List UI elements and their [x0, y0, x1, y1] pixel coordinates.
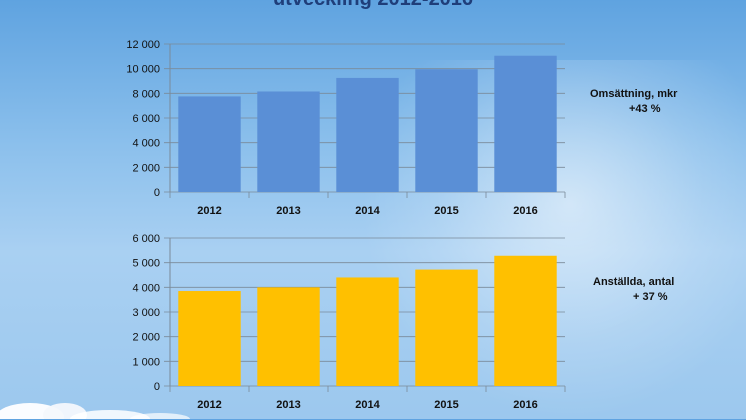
revenue-annotation-label: Omsättning, mkr	[590, 88, 678, 100]
bar-2013	[257, 91, 320, 192]
y-tick-label: 3 000	[132, 307, 160, 319]
x-category-label: 2016	[513, 399, 537, 411]
y-tick-label: 4 000	[132, 282, 160, 294]
y-tick-label: 0	[154, 187, 160, 199]
revenue-annotation: Omsättning, mkr +43 %	[590, 87, 677, 117]
employees-annotation-label: Anställda, antal	[593, 276, 675, 288]
x-category-label: 2015	[434, 399, 458, 411]
bar-2012	[178, 291, 241, 386]
y-tick-label: 8 000	[132, 88, 160, 100]
employees-annotation: Anställda, antal + 37 %	[593, 275, 674, 305]
bar-2013	[257, 287, 320, 386]
y-tick-label: 0	[154, 381, 160, 393]
y-tick-label: 5 000	[132, 258, 160, 270]
bar-2015	[415, 269, 478, 386]
bar-2012	[178, 96, 241, 192]
x-category-label: 2015	[434, 205, 458, 217]
x-category-label: 2016	[513, 205, 537, 217]
x-category-label: 2013	[276, 205, 300, 217]
x-category-label: 2012	[197, 399, 221, 411]
y-tick-label: 12 000	[126, 39, 160, 51]
page-title: utveckling 2012-2016	[0, 0, 746, 11]
bar-2016	[494, 255, 557, 386]
x-category-label: 2012	[197, 205, 221, 217]
bar-2014	[336, 77, 399, 192]
x-category-label: 2013	[276, 399, 300, 411]
y-tick-label: 6 000	[132, 113, 160, 125]
x-category-label: 2014	[355, 205, 380, 217]
y-tick-label: 6 000	[132, 233, 160, 245]
y-tick-label: 10 000	[126, 64, 160, 76]
clouds-decoration	[0, 403, 190, 419]
employees-annotation-change: + 37 %	[633, 291, 668, 303]
bar-2014	[336, 277, 399, 386]
x-category-label: 2014	[355, 399, 380, 411]
revenue-annotation-change: +43 %	[629, 103, 661, 115]
bar-2016	[494, 55, 557, 192]
y-tick-label: 4 000	[132, 138, 160, 150]
bar-2015	[415, 69, 478, 192]
y-tick-label: 2 000	[132, 332, 160, 344]
y-tick-label: 1 000	[132, 356, 160, 368]
y-tick-label: 2 000	[132, 162, 160, 174]
